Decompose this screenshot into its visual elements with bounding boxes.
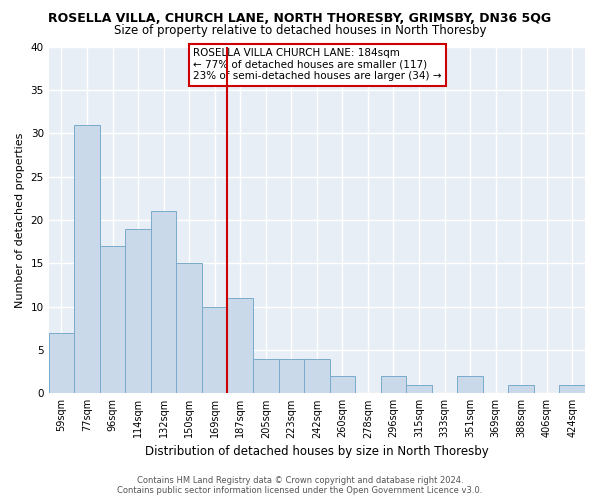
Text: Size of property relative to detached houses in North Thoresby: Size of property relative to detached ho… [114,24,486,37]
Bar [74,124,100,394]
Bar [49,332,74,394]
Bar [176,264,202,394]
X-axis label: Distribution of detached houses by size in North Thoresby: Distribution of detached houses by size … [145,444,489,458]
Bar [253,358,278,394]
Y-axis label: Number of detached properties: Number of detached properties [15,132,25,308]
Bar [406,384,432,394]
Bar [559,384,585,394]
Bar [227,298,253,394]
Bar [151,211,176,394]
Bar [304,358,329,394]
Bar [202,306,227,394]
Bar [100,246,125,394]
Bar [380,376,406,394]
Text: ROSELLA VILLA, CHURCH LANE, NORTH THORESBY, GRIMSBY, DN36 5QG: ROSELLA VILLA, CHURCH LANE, NORTH THORES… [49,12,551,26]
Bar [125,228,151,394]
Bar [457,376,483,394]
Text: Contains HM Land Registry data © Crown copyright and database right 2024.
Contai: Contains HM Land Registry data © Crown c… [118,476,482,495]
Bar [278,358,304,394]
Text: ROSELLA VILLA CHURCH LANE: 184sqm
← 77% of detached houses are smaller (117)
23%: ROSELLA VILLA CHURCH LANE: 184sqm ← 77% … [193,48,442,82]
Bar [508,384,534,394]
Bar [329,376,355,394]
